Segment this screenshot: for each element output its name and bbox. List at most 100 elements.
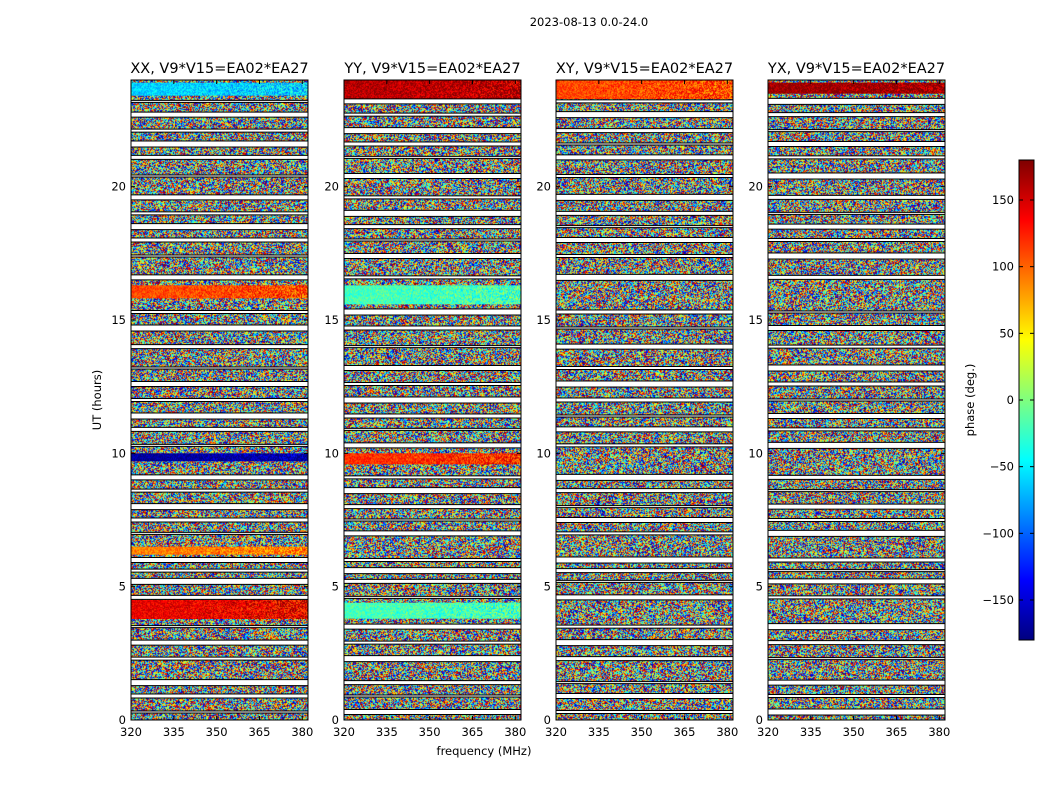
panel-frame-1: [130, 79, 309, 721]
flagged-row: [768, 489, 945, 492]
coherent-band-1-3: [131, 453, 308, 462]
panel-title-3: XY, V9*V15=EA02*EA27: [556, 61, 733, 77]
flagged-row: [556, 274, 733, 281]
coherent-band-2-4: [344, 602, 521, 619]
flagged-row: [768, 212, 945, 215]
flagged-row: [768, 640, 945, 645]
y-tick-label: 5: [119, 580, 126, 594]
flagged-row: [344, 530, 521, 536]
colorbar: 150 100 50 0 −50 −100 −150 phase (deg.): [963, 159, 1035, 641]
flagged-row: [344, 428, 521, 431]
flagged-row: [344, 680, 521, 685]
colorbar-tick-label: −150: [982, 593, 1014, 607]
y-tick-label: 5: [332, 580, 339, 594]
colorbar-tick-label: 150: [992, 193, 1014, 207]
panel-title-2: YY, V9*V15=EA02*EA27: [343, 61, 520, 77]
x-tick-label: 320: [757, 725, 779, 739]
coherent-band-1-5: [131, 600, 308, 619]
flagged-row: [768, 155, 945, 159]
colorbar-tick-label: 0: [1007, 393, 1014, 407]
x-tick-label: 350: [206, 725, 228, 739]
flagged-row: [768, 112, 945, 117]
flagged-row: [768, 345, 945, 349]
flagged-row: [556, 639, 733, 646]
flagged-row: [131, 344, 308, 349]
flagged-row: [768, 413, 945, 419]
flagged-row: [556, 310, 733, 314]
flagged-row: [131, 398, 308, 402]
flagged-row: [344, 210, 521, 217]
y-tick-label: 20: [536, 180, 551, 194]
flagged-row: [556, 594, 733, 600]
y-tick-label: 15: [111, 313, 126, 327]
flagged-row: [344, 596, 521, 599]
flagged-row: [768, 382, 945, 386]
coherent-band-1-1: [131, 82, 308, 96]
flagged-row: [131, 679, 308, 686]
flagged-row: [131, 569, 308, 573]
panel-frame-3: [555, 79, 734, 721]
flagged-row: [556, 344, 733, 350]
flagged-row: [344, 345, 521, 348]
y-tick-label: 20: [324, 180, 339, 194]
panel-2: YY, V9*V15=EA02*EA27 320 335 350 365 380 0 5 10 1…: [324, 61, 526, 739]
flagged-row: [131, 310, 308, 314]
flagged-row: [556, 128, 733, 133]
flagged-row: [344, 309, 521, 315]
y-tick-label: 20: [748, 180, 763, 194]
flagged-row: [131, 557, 308, 563]
colorbar-tick-label: 50: [999, 326, 1014, 340]
flagged-row: [556, 225, 733, 228]
panel-frame-2: [343, 79, 522, 721]
flagged-row: [768, 709, 945, 715]
flagged-row: [556, 531, 733, 535]
flagged-row: [344, 275, 521, 279]
y-tick-label: 15: [536, 313, 551, 327]
flagged-row: [768, 399, 945, 401]
flagged-row: [556, 693, 733, 699]
y-tick-label: 5: [756, 580, 763, 594]
flagged-row: [768, 238, 945, 242]
y-tick-label: 15: [324, 313, 339, 327]
flagged-row: [556, 237, 733, 243]
panels-group: XX, V9*V15=EA02*EA27 320 335 350 365 380 0 5 10 1…: [111, 61, 950, 739]
flagged-row: [131, 194, 308, 200]
flagged-row: [131, 155, 308, 160]
flagged-row: [768, 195, 945, 200]
flagged-row: [344, 624, 521, 630]
x-tick-label: 365: [461, 725, 483, 739]
flagged-row: [344, 709, 521, 715]
flagged-row: [768, 680, 945, 686]
flagged-row: [556, 174, 733, 178]
flagged-row: [131, 223, 308, 230]
flagged-row: [768, 657, 945, 660]
flagged-row: [556, 488, 733, 493]
x-tick-label: 320: [120, 725, 142, 739]
y-tick-label: 5: [544, 580, 551, 594]
flagged-row: [556, 517, 733, 523]
flagged-row: [131, 141, 308, 147]
flagged-row: [131, 532, 308, 535]
flagged-row: [344, 382, 521, 386]
flagged-row: [131, 657, 308, 661]
flagged-row: [131, 129, 308, 133]
flagged-row: [131, 175, 308, 177]
colorbar-label: phase (deg.): [963, 364, 977, 437]
x-tick-label: 335: [163, 725, 185, 739]
flagged-row: [344, 156, 521, 159]
flagged-row: [556, 211, 733, 216]
flagged-row: [131, 325, 308, 331]
flagged-row: [344, 504, 521, 509]
flagged-row: [768, 578, 945, 584]
y-axis-label: UT (hours): [90, 370, 104, 430]
flagged-row: [556, 254, 733, 258]
flagged-row: [344, 414, 521, 418]
x-tick-label: 335: [376, 725, 398, 739]
x-tick-label: 320: [333, 725, 355, 739]
panel-frame-4: [767, 79, 946, 721]
flagged-row: [131, 474, 308, 480]
flagged-row: [768, 224, 945, 230]
flagged-row: [556, 580, 733, 583]
flagged-row: [344, 641, 521, 645]
